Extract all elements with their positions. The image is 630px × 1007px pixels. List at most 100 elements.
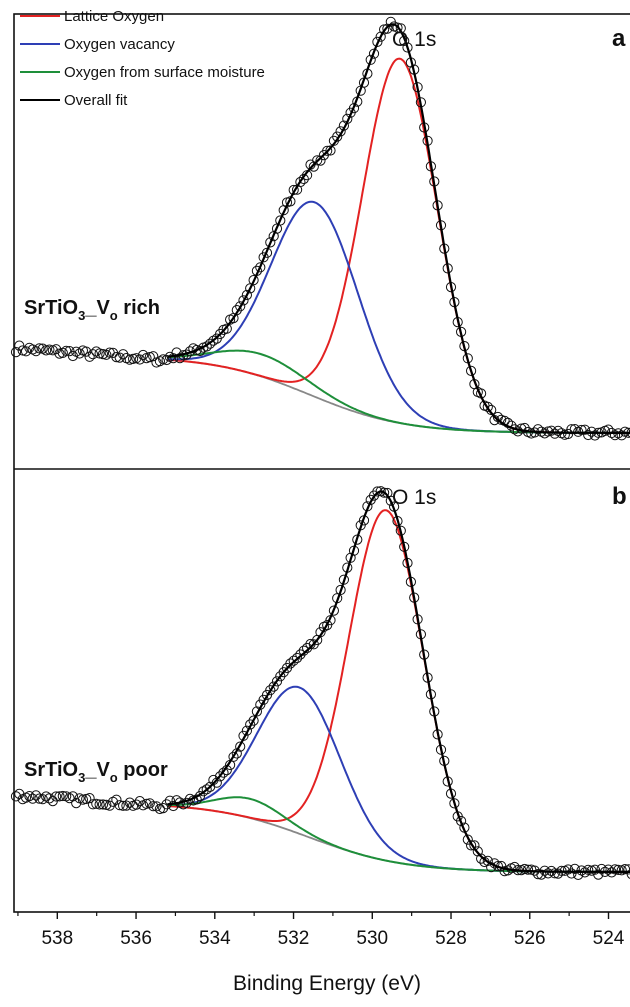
data-point bbox=[402, 42, 413, 53]
x-tick-label: 536 bbox=[120, 928, 152, 949]
legend-label-moisture: Oxygen from surface moisture bbox=[64, 64, 265, 81]
data-point bbox=[456, 815, 467, 827]
data-point bbox=[34, 793, 45, 804]
data-point bbox=[51, 791, 62, 802]
data-point bbox=[124, 797, 135, 808]
data-point bbox=[519, 863, 530, 875]
data-point bbox=[579, 424, 591, 435]
data-point bbox=[30, 346, 42, 357]
data-point bbox=[268, 681, 279, 692]
x-axis: 538 536 534 532 530 528 526 524 bbox=[17, 912, 625, 949]
legend-label-lattice: Lattice Oxygen bbox=[64, 8, 164, 25]
data-point bbox=[569, 863, 580, 875]
x-tick-label: 528 bbox=[435, 928, 467, 949]
sample-label-a: SrTiO3_Vo rich bbox=[24, 297, 160, 323]
data-point bbox=[91, 346, 102, 357]
data-point bbox=[603, 864, 614, 875]
data-point bbox=[482, 401, 493, 412]
data-point bbox=[328, 605, 339, 616]
x-tick-label: 534 bbox=[199, 928, 231, 949]
data-point bbox=[312, 155, 323, 166]
data-point bbox=[107, 796, 119, 807]
data-point bbox=[148, 801, 159, 812]
sample-label-a-mid: _V bbox=[84, 297, 110, 319]
data-point bbox=[603, 424, 614, 435]
data-point bbox=[596, 863, 607, 875]
data-point bbox=[97, 349, 109, 360]
data-point bbox=[623, 864, 630, 875]
overall-fit-curve bbox=[167, 23, 630, 434]
data-point bbox=[271, 676, 283, 687]
data-point bbox=[382, 23, 393, 34]
data-point bbox=[593, 869, 604, 880]
data-point bbox=[54, 348, 65, 359]
data-point bbox=[10, 347, 22, 358]
x-axis-title: Binding Energy (eV) bbox=[233, 972, 421, 995]
data-point bbox=[449, 798, 460, 809]
panel-b bbox=[10, 486, 630, 881]
data-point bbox=[128, 353, 139, 364]
data-point bbox=[543, 868, 554, 879]
data-point bbox=[292, 652, 303, 664]
data-point bbox=[486, 404, 497, 416]
data-point bbox=[583, 429, 594, 441]
data-point bbox=[104, 800, 115, 811]
x-tick-label: 538 bbox=[41, 928, 73, 949]
data-point bbox=[482, 855, 493, 867]
data-point bbox=[84, 793, 95, 804]
data-point bbox=[124, 354, 135, 365]
x-tick-label: 526 bbox=[514, 928, 546, 949]
data-point bbox=[148, 351, 159, 362]
data-point bbox=[44, 793, 55, 804]
component-curve bbox=[167, 57, 630, 434]
data-point bbox=[248, 275, 259, 286]
data-point bbox=[168, 800, 179, 812]
component-curve bbox=[167, 685, 630, 873]
data-point bbox=[365, 54, 376, 65]
sample-label-b-tail: poor bbox=[118, 759, 168, 781]
data-point bbox=[138, 349, 149, 361]
overall-fit-curve bbox=[167, 490, 630, 873]
data-point bbox=[616, 430, 627, 441]
data-point bbox=[37, 794, 48, 805]
data-point bbox=[215, 771, 226, 782]
data-point bbox=[553, 868, 564, 879]
data-point bbox=[57, 347, 68, 358]
data-point bbox=[84, 351, 95, 362]
data-point bbox=[265, 685, 276, 696]
data-point bbox=[87, 799, 99, 810]
plot-frame bbox=[13, 13, 630, 913]
data-point bbox=[151, 801, 162, 812]
data-point bbox=[372, 36, 383, 48]
data-point bbox=[241, 725, 252, 736]
data-point bbox=[241, 289, 252, 301]
data-point bbox=[228, 751, 239, 762]
data-point bbox=[87, 349, 99, 360]
data-point bbox=[97, 799, 109, 810]
data-point bbox=[392, 22, 403, 33]
data-point bbox=[288, 655, 299, 666]
panel-letter-b: b bbox=[612, 483, 627, 510]
data-point bbox=[77, 794, 89, 805]
data-point bbox=[67, 791, 79, 802]
data-point bbox=[57, 790, 68, 802]
data-point bbox=[131, 799, 142, 810]
component-curve bbox=[167, 200, 630, 434]
data-point bbox=[154, 356, 165, 367]
data-point bbox=[141, 798, 152, 809]
data-point bbox=[81, 346, 92, 357]
sample-label-b: SrTiO3_Vo poor bbox=[24, 759, 168, 785]
data-point bbox=[114, 800, 125, 811]
data-point bbox=[492, 861, 503, 872]
data-point bbox=[589, 430, 601, 441]
data-point bbox=[275, 215, 286, 226]
data-point bbox=[285, 658, 296, 669]
data-point bbox=[174, 353, 185, 364]
data-point bbox=[94, 799, 105, 810]
data-point bbox=[295, 176, 306, 188]
data-point bbox=[205, 338, 216, 349]
sample-label-a-sub1: 3 bbox=[78, 308, 85, 323]
data-point bbox=[74, 348, 85, 359]
data-point bbox=[466, 365, 477, 376]
data-point bbox=[385, 495, 396, 506]
